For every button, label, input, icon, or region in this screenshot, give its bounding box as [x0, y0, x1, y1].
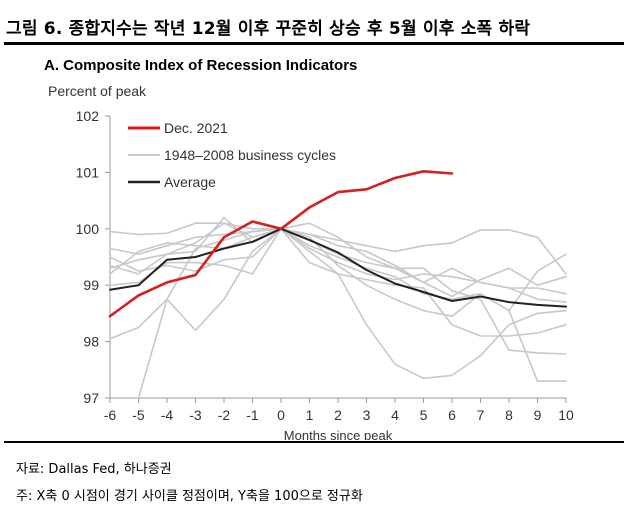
legend: Dec. 2021 1948–2008 business cycles Averag… [128, 120, 336, 190]
tick-labels: 97 98 99 100 101 102 -6 -5 -4 -3 -2 -1 0 1 2 3 4 5 6 7 8 9 10 [76, 108, 574, 423]
x-tick-label: -4 [161, 407, 174, 423]
y-tick-label: 101 [76, 164, 100, 180]
series-line-current-0 [108, 170, 454, 318]
x-tick-label: 2 [334, 407, 342, 423]
title-divider [4, 42, 624, 45]
x-tick-label: -5 [132, 407, 145, 423]
y-tick-label: 99 [83, 277, 99, 293]
chart-title: A. Composite Index of Recession Indicato… [44, 57, 358, 74]
series-line-historical-9 [109, 216, 567, 298]
footer-divider [4, 441, 624, 443]
series-line-historical-8 [109, 228, 567, 355]
series-line-historical-5 [137, 228, 567, 399]
y-tick-label: 102 [76, 108, 100, 124]
source-note: 자료: Dallas Fed, 하나증권 [16, 462, 172, 477]
legend-label-average: Average [164, 174, 216, 190]
x-tick-label: 7 [477, 407, 485, 423]
x-axis-label: Months since peak [284, 428, 393, 440]
footnote: 주: X축 0 시점이 경기 사이클 정점이며, Y축을 100으로 정규화 [16, 489, 363, 504]
series-line-historical-4 [109, 228, 567, 340]
x-tick-label: 6 [448, 407, 456, 423]
figure-title: 그림 6. 종합지수는 작년 12월 이후 꾸준히 상승 후 5월 이후 소폭 … [6, 19, 531, 39]
y-tick-label: 98 [83, 334, 99, 350]
x-tick-label: 9 [534, 407, 542, 423]
x-tick-label: 1 [306, 407, 314, 423]
x-tick-label: 5 [420, 407, 428, 423]
series-line-historical-1 [109, 228, 567, 275]
y-tick-label: 97 [83, 390, 99, 406]
x-tick-label: -3 [189, 407, 202, 423]
x-tick-label: -2 [218, 407, 231, 423]
x-tick-label: -6 [104, 407, 117, 423]
legend-label-historical: 1948–2008 business cycles [164, 147, 336, 163]
x-tick-label: 3 [363, 407, 371, 423]
x-tick-label: -1 [246, 407, 259, 423]
series-line-average-10 [109, 227, 567, 308]
x-tick-label: 10 [558, 407, 574, 423]
x-tick-label: 4 [391, 407, 399, 423]
series-layer [108, 170, 567, 399]
series-line-historical-7 [109, 222, 567, 303]
x-tick-label: 0 [277, 407, 285, 423]
y-axis-unit-label: Percent of peak [48, 83, 147, 99]
legend-label-current: Dec. 2021 [164, 120, 228, 136]
x-tick-label: 8 [505, 407, 513, 423]
y-tick-label: 100 [76, 221, 100, 237]
